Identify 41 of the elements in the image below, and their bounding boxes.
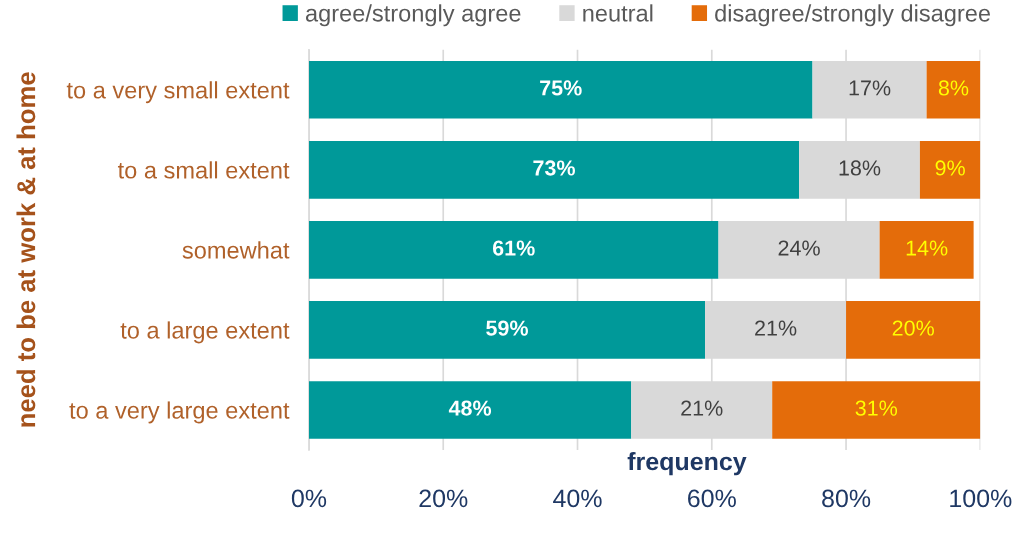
- y-axis-title: need to be at work & at home: [16, 72, 36, 427]
- y-tick-label: to a very large extent: [69, 401, 290, 424]
- data-label: 9%: [935, 160, 965, 176]
- x-tick-label: 20%: [419, 489, 468, 508]
- data-label: 17%: [849, 80, 891, 96]
- bar: [879, 221, 974, 279]
- x-tick-label: 60%: [688, 489, 736, 508]
- bar: [846, 301, 981, 359]
- data-label: 75%: [540, 80, 582, 96]
- bar: [308, 221, 719, 279]
- data-label: 21%: [681, 400, 723, 416]
- data-label: 73%: [533, 160, 575, 176]
- bar: [772, 381, 981, 439]
- bar: [308, 381, 632, 439]
- y-tick-label: to a small extent: [117, 161, 290, 179]
- legend-label: neutral: [583, 4, 653, 22]
- data-label: 14%: [906, 240, 948, 256]
- x-tick-label: 40%: [553, 489, 602, 508]
- data-label: 24%: [778, 240, 820, 256]
- x-tick-label: 0%: [291, 489, 327, 508]
- bar: [926, 60, 981, 119]
- y-tick-label: somewhat: [182, 241, 290, 259]
- y-tick-label: to a large extent: [120, 321, 290, 344]
- bar: [308, 141, 800, 199]
- x-tick-label: 100%: [950, 489, 1012, 508]
- data-label: 18%: [839, 160, 881, 176]
- data-label: 61%: [492, 240, 535, 256]
- bar: [919, 141, 981, 199]
- legend-label: agree/strongly agree: [305, 4, 521, 27]
- data-label: 21%: [755, 320, 797, 336]
- bar: [308, 60, 813, 119]
- x-tick-label: 80%: [822, 489, 871, 508]
- y-tick-label: to a very small extent: [66, 81, 290, 104]
- x-axis-title: frequency: [627, 452, 747, 476]
- data-label: 48%: [448, 400, 492, 416]
- data-label: 59%: [486, 320, 528, 336]
- data-label: 8%: [938, 80, 969, 96]
- bar: [308, 301, 706, 359]
- legend-label: disagree/strongly disagree: [715, 4, 990, 27]
- data-label: 31%: [855, 400, 898, 416]
- data-label: 20%: [892, 320, 934, 336]
